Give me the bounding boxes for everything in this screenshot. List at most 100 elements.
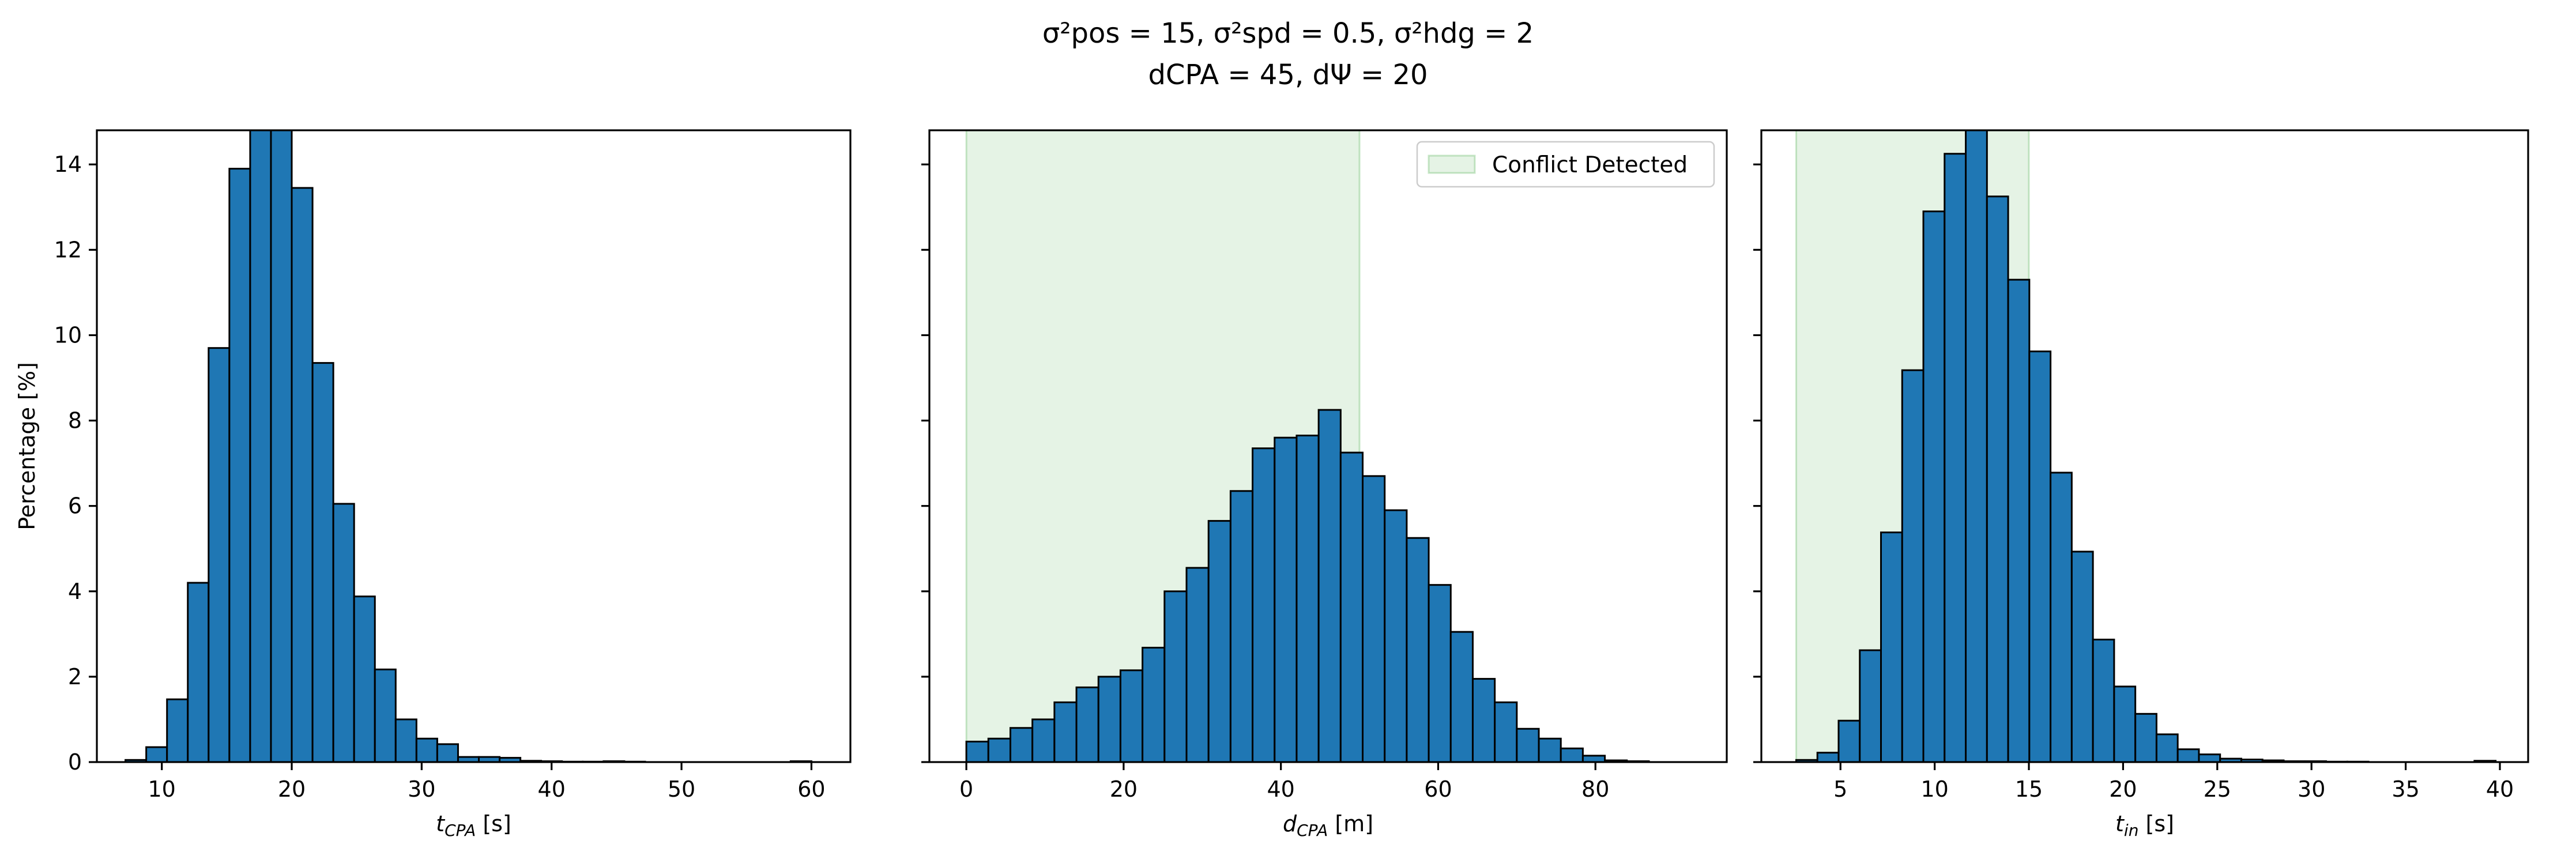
y-tick-label: 14 [54,152,82,177]
histogram-bar [145,746,168,762]
histogram-bar [965,740,989,762]
histogram-bar [270,130,293,762]
x-tick-label: 60 [797,776,825,802]
legend: Conflict Detected [1416,141,1715,188]
figure-title-line1: σ²pos = 15, σ²spd = 0.5, σ²hdg = 2 [1042,17,1534,50]
histogram-bar [1229,490,1254,762]
axes-frame [928,129,1728,763]
histogram-bar [208,347,231,762]
histogram-bar [311,362,334,762]
x-tick-label: 40 [2486,776,2514,802]
histogram-bar [1944,153,1967,762]
y-tick-label: 0 [68,749,82,775]
histogram-bar [187,582,210,762]
x-tick-label: 25 [2204,776,2231,802]
histogram-bar [1449,631,1474,762]
histogram-bar [1406,537,1430,762]
histogram-bar [1119,669,1144,762]
histogram-bar [1471,678,1496,762]
histogram-bar [2176,748,2200,762]
histogram-bar [1053,701,1078,762]
x-tick-label: 10 [148,776,175,802]
y-tick-label: 4 [68,579,82,604]
subplot-1: 10 20 30 40 50 60 0 2 4 6 8 10 12 14 tCPA [s] Percentag… [14,129,852,840]
histogram-bar [291,187,314,762]
histogram-bar [1560,747,1584,762]
x-tick-label: 0 [959,776,973,802]
y-axis-label: Percentage [%] [14,362,40,530]
plot-area [965,130,1650,762]
histogram-bar [374,668,397,762]
y-tick-label: 6 [68,493,82,519]
histogram-bar [1317,409,1342,762]
histogram-bar [1428,584,1452,762]
legend-swatch [1428,154,1476,174]
histogram-bar [1965,130,1988,762]
plot-area [1795,130,2497,762]
histogram-bar [436,743,459,762]
histogram-bar [332,503,355,762]
histogram-bar [1816,752,1840,762]
x-tick-label: 10 [1920,776,1948,802]
histogram-bar [2155,733,2179,762]
histogram-bar [987,737,1011,762]
histogram-bar [1295,434,1320,762]
histogram-bar [353,595,376,762]
histogram-bar [1494,701,1518,762]
histogram-bar [2070,551,2094,762]
histogram-bar [1880,531,1903,762]
histogram-bar [1516,727,1540,762]
x-axis-label: tCPA [s] [436,811,511,840]
plot-area [125,130,812,762]
histogram-bar [1901,369,1925,762]
histogram-bar [1837,719,1861,762]
histogram-bar [1538,737,1562,762]
y-tick-label: 8 [68,408,82,433]
histogram-bar [2113,685,2137,762]
histogram-bar [1986,195,2009,762]
histogram-bar [1075,686,1099,762]
histogram-bar [2007,278,2031,762]
x-tick-label: 30 [2298,776,2325,802]
histogram-bar [415,737,438,762]
histogram-bar [249,130,272,762]
histogram-bar [1922,210,1946,762]
histogram-bar [2028,350,2052,762]
subplot-2: 0 20 40 60 80 dCPA [m] Conflict Detected [921,129,1728,840]
histogram-bar [166,698,189,762]
histogram-bar [228,168,251,762]
histogram-bar [1274,436,1298,762]
y-tick-label: 10 [54,322,82,348]
histogram-bar [1207,520,1231,762]
histogram-bar [1252,447,1276,762]
x-tick-label: 15 [2015,776,2043,802]
x-tick-label: 35 [2392,776,2419,802]
histogram-bar [1384,509,1408,762]
histogram-bar [394,718,417,762]
histogram-bar [2198,753,2221,762]
y-tick-label: 2 [68,664,82,689]
figure-title-line2: dCPA = 45, dΨ = 20 [1148,59,1428,91]
x-tick-label: 60 [1424,776,1452,802]
x-tick-label: 20 [2109,776,2137,802]
x-tick-label: 20 [1110,776,1138,802]
x-tick-label: 30 [408,776,435,802]
x-axis-label: dCPA [m] [1283,811,1373,840]
x-tick-label: 40 [538,776,566,802]
x-tick-label: 20 [278,776,306,802]
histogram-bar [1581,755,1606,762]
histogram-bars [125,130,812,762]
x-tick-label: 40 [1267,776,1294,802]
histogram-bar [1339,451,1364,762]
subplot-3: 5 10 15 20 25 30 35 40 tin [s] [1753,129,2529,840]
histogram-bar [1163,590,1188,762]
histogram-bar [2092,638,2115,762]
x-tick-label: 80 [1581,776,1609,802]
histogram-bar [1362,475,1386,762]
histogram-bar [1009,727,1034,762]
x-tick-label: 5 [1833,776,1847,802]
histogram-bar [2050,472,2073,762]
histogram-bar [1097,676,1121,762]
x-tick-label: 50 [668,776,695,802]
